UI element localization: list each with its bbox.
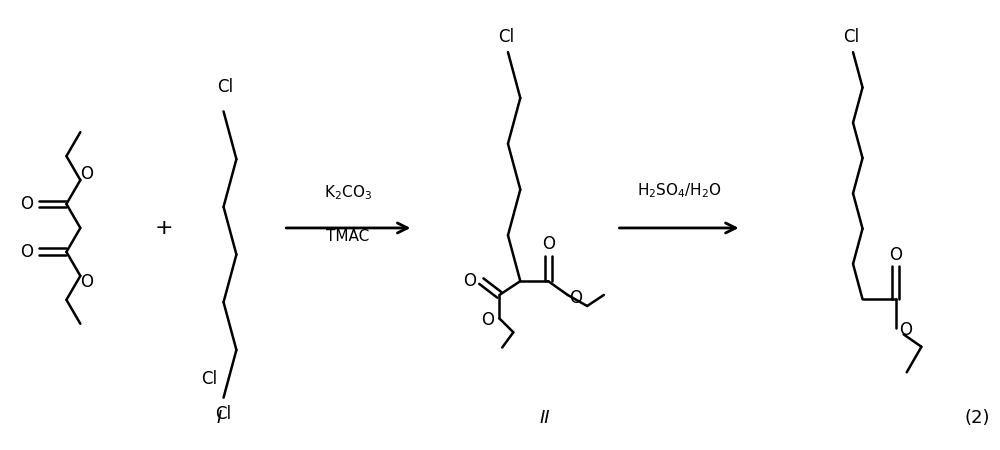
Text: Cl: Cl xyxy=(498,28,514,46)
Text: II: II xyxy=(540,409,550,427)
Text: O: O xyxy=(20,195,33,213)
Text: Cl: Cl xyxy=(202,370,218,388)
Text: O: O xyxy=(889,246,902,264)
Text: O: O xyxy=(463,272,476,290)
Text: H$_2$SO$_4$/H$_2$O: H$_2$SO$_4$/H$_2$O xyxy=(637,181,721,200)
Text: Cl: Cl xyxy=(217,78,234,96)
Text: K$_2$CO$_3$: K$_2$CO$_3$ xyxy=(324,183,372,202)
Text: O: O xyxy=(80,165,93,183)
Text: O: O xyxy=(569,289,582,307)
Text: TMAC: TMAC xyxy=(326,230,369,244)
Text: O: O xyxy=(899,321,912,339)
Text: (2): (2) xyxy=(965,409,990,427)
Text: O: O xyxy=(481,311,494,329)
Text: O: O xyxy=(542,235,555,253)
Text: Cl: Cl xyxy=(843,28,859,46)
Text: +: + xyxy=(155,218,173,238)
Text: I: I xyxy=(217,409,222,427)
Text: Cl: Cl xyxy=(215,405,232,423)
Text: O: O xyxy=(80,273,93,291)
Text: O: O xyxy=(20,243,33,261)
